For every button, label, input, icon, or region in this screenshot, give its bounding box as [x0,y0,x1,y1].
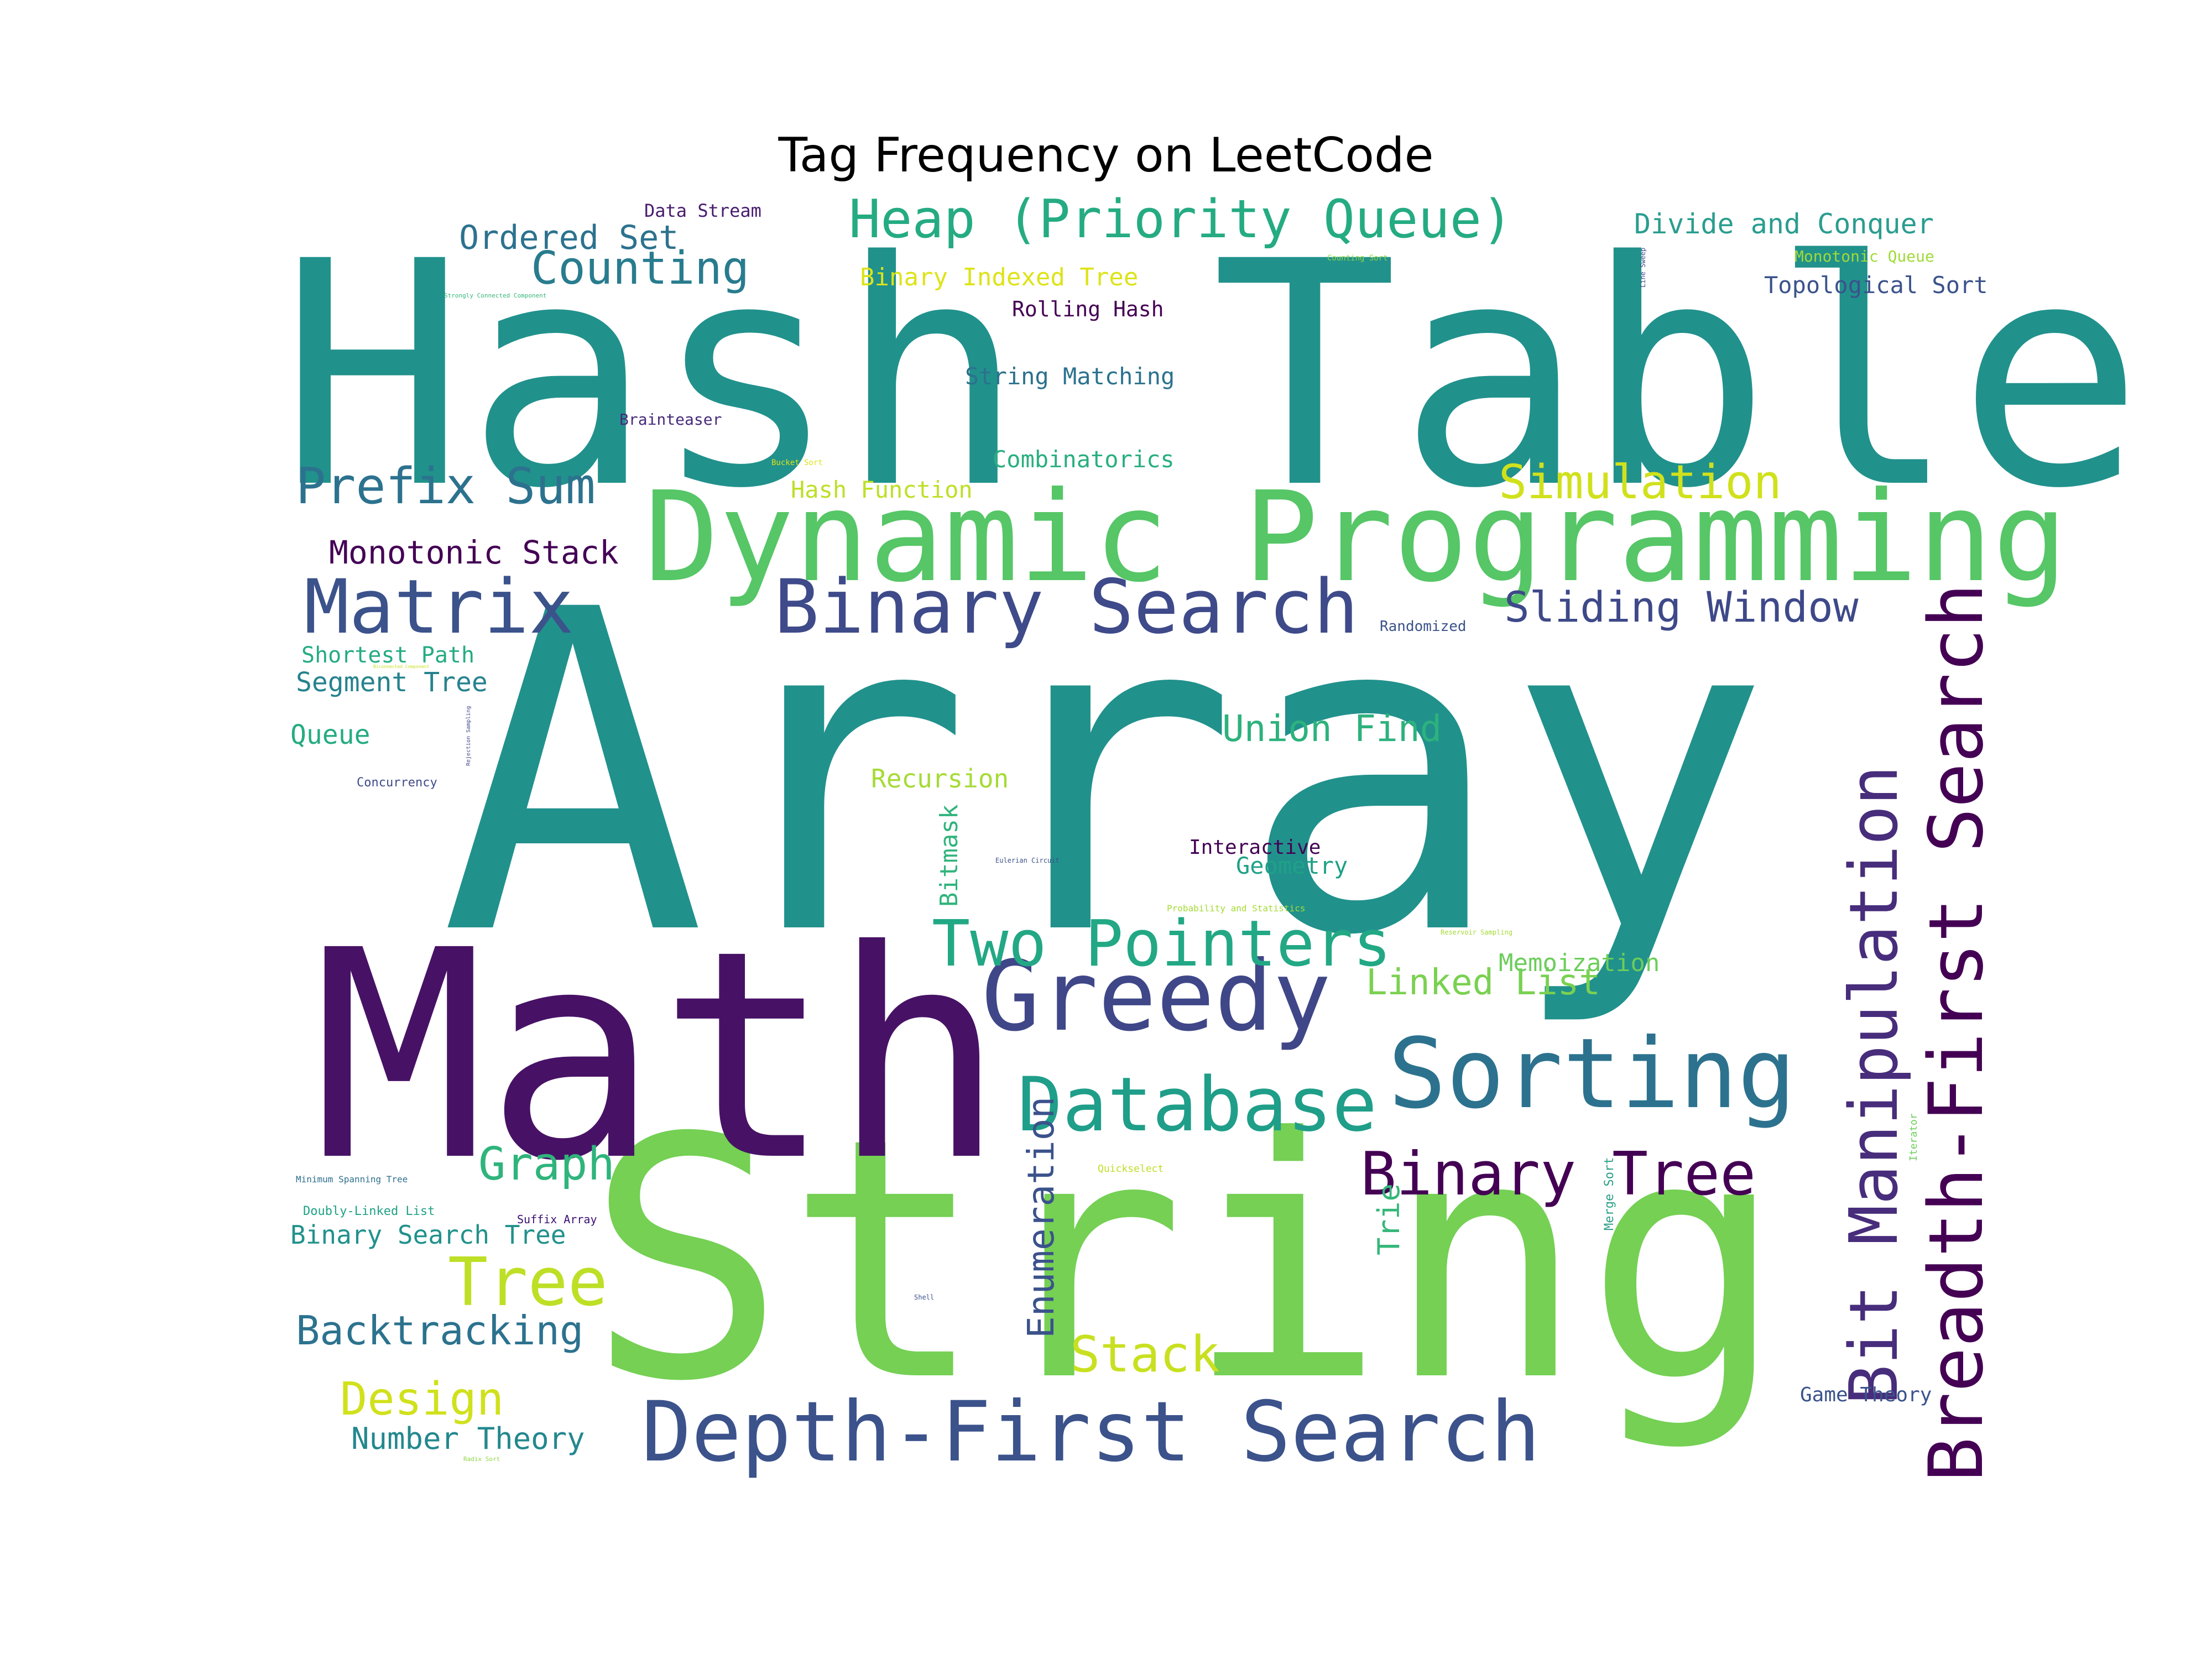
word-memoization: Memoization [1499,949,1660,977]
word-heap-priority-queue: Heap (Priority Queue) [849,189,1514,250]
word-stack: Stack [1070,1326,1220,1384]
word-brainteaser: Brainteaser [619,410,722,429]
word-sliding-window: Sliding Window [1504,582,1859,632]
word-database: Database [1018,1061,1378,1148]
word-quickselect: Quickselect [1098,1163,1164,1175]
word-recursion: Recursion [871,764,1009,794]
word-backtracking: Backtracking [296,1307,584,1354]
word-string-matching: String Matching [965,363,1175,390]
word-design: Design [340,1373,504,1426]
word-divide-and-conquer: Divide and Conquer [1634,208,1934,240]
word-bucket-sort: Bucket Sort [771,458,823,467]
word-binary-indexed-tree: Binary Indexed Tree [860,263,1139,291]
word-sorting: Sorting [1388,1018,1796,1130]
word-shortest-path: Shortest Path [301,643,475,668]
word-binary-tree: Binary Tree [1360,1140,1756,1209]
word-enumeration: Enumeration [1020,1096,1062,1338]
word-counting-sort: Counting Sort [1327,254,1388,263]
word-reservoir-sampling: Reservoir Sampling [1441,928,1513,936]
word-matrix: Matrix [304,564,574,650]
word-number-theory: Number Theory [351,1421,585,1456]
word-hash-table: Hash Table [279,196,2144,556]
word-data-stream: Data Stream [644,200,761,221]
word-bit-manipulation: Bit Manipulation [1836,765,1913,1405]
word-radix-sort: Radix Sort [463,1455,500,1463]
word-probability-and-statistics: Probability and Statistics [1167,903,1306,914]
word-monotonic-queue: Monotonic Queue [1794,247,1934,265]
word-greedy: Greedy [982,941,1332,1053]
word-randomized: Randomized [1380,618,1467,635]
word-tree: Tree [448,1244,608,1321]
word-segment-tree: Segment Tree [296,667,488,698]
word-suffix-array: Suffix Array [517,1213,597,1226]
word-queue: Queue [290,719,371,750]
word-biconnected-component: Biconnected Component [373,664,430,669]
word-simulation: Simulation [1499,455,1782,510]
word-binary-search: Binary Search [774,564,1359,650]
word-linked-list: Linked List [1366,962,1600,1003]
word-breadth-first-search: Breadth-First Search [1913,583,2000,1482]
word-rolling-hash: Rolling Hash [1012,297,1164,321]
word-doubly-linked-list: Doubly-Linked List [303,1204,435,1218]
word-topological-sort: Topological Sort [1764,272,1988,299]
word-iterator: Iterator [1908,1113,1919,1161]
word-game-theory: Game Theory [1800,1384,1932,1406]
word-counting: Counting [531,242,749,295]
word-depth-first-search: Depth-First Search [641,1384,1541,1480]
word-prefix-sum: Prefix Sum [296,457,596,515]
word-interactive: Interactive [1189,836,1321,859]
word-graph: Graph [478,1138,615,1191]
word-math: Math [312,889,1005,1224]
word-bitmask: Bitmask [935,804,963,907]
word-union-find: Union Find [1222,707,1442,750]
word-array: Array [440,517,1772,1032]
word-binary-search-tree: Binary Search Tree [290,1220,566,1250]
word-concurrency: Concurrency [357,776,437,790]
word-geometry: Geometry [1236,852,1348,879]
chart-title: Tag Frequency on LeetCode [778,128,1434,183]
word-string: String [586,1067,1785,1454]
word-eulerian-circuit: Eulerian Circuit [995,857,1060,864]
word-hash-function: Hash Function [791,476,973,503]
word-monotonic-stack: Monotonic Stack [329,534,619,571]
word-ordered-set: Ordered Set [459,218,679,257]
word-merge-sort: Merge Sort [1603,1157,1616,1230]
word-trie: Trie [1371,1183,1406,1255]
word-combinatorics: Combinatorics [993,446,1175,473]
word-line-sweep: Line Sweep [1639,247,1647,288]
word-minimum-spanning-tree: Minimum Spanning Tree [296,1174,408,1185]
word-strongly-connected-component: Strongly Connected Component [444,292,547,299]
word-dynamic-programming: Dynamic Programming [644,465,2068,610]
word-rejection-sampling: Rejection Sampling [466,706,472,766]
word-two-pointers: Two Pointers [932,907,1391,981]
word-shell: Shell [914,1293,935,1301]
